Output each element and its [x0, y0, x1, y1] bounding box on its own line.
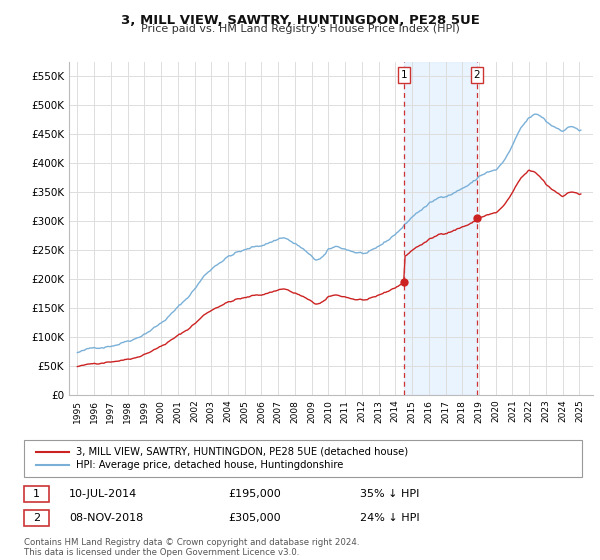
- Text: Price paid vs. HM Land Registry's House Price Index (HPI): Price paid vs. HM Land Registry's House …: [140, 24, 460, 34]
- Text: 24% ↓ HPI: 24% ↓ HPI: [360, 513, 419, 523]
- Text: £305,000: £305,000: [228, 513, 281, 523]
- Text: 2: 2: [33, 513, 40, 523]
- Text: 3, MILL VIEW, SAWTRY, HUNTINGDON, PE28 5UE: 3, MILL VIEW, SAWTRY, HUNTINGDON, PE28 5…: [121, 14, 479, 27]
- Text: 1: 1: [401, 70, 407, 80]
- Text: 35% ↓ HPI: 35% ↓ HPI: [360, 489, 419, 499]
- Text: 10-JUL-2014: 10-JUL-2014: [69, 489, 137, 499]
- Text: £195,000: £195,000: [228, 489, 281, 499]
- Text: 3, MILL VIEW, SAWTRY, HUNTINGDON, PE28 5UE (detached house): 3, MILL VIEW, SAWTRY, HUNTINGDON, PE28 5…: [76, 447, 409, 457]
- Text: 1: 1: [33, 489, 40, 499]
- Text: 08-NOV-2018: 08-NOV-2018: [69, 513, 143, 523]
- Text: HPI: Average price, detached house, Huntingdonshire: HPI: Average price, detached house, Hunt…: [76, 460, 344, 470]
- Text: Contains HM Land Registry data © Crown copyright and database right 2024.
This d: Contains HM Land Registry data © Crown c…: [24, 538, 359, 557]
- Bar: [404, 62, 476, 395]
- Text: 2: 2: [473, 70, 480, 80]
